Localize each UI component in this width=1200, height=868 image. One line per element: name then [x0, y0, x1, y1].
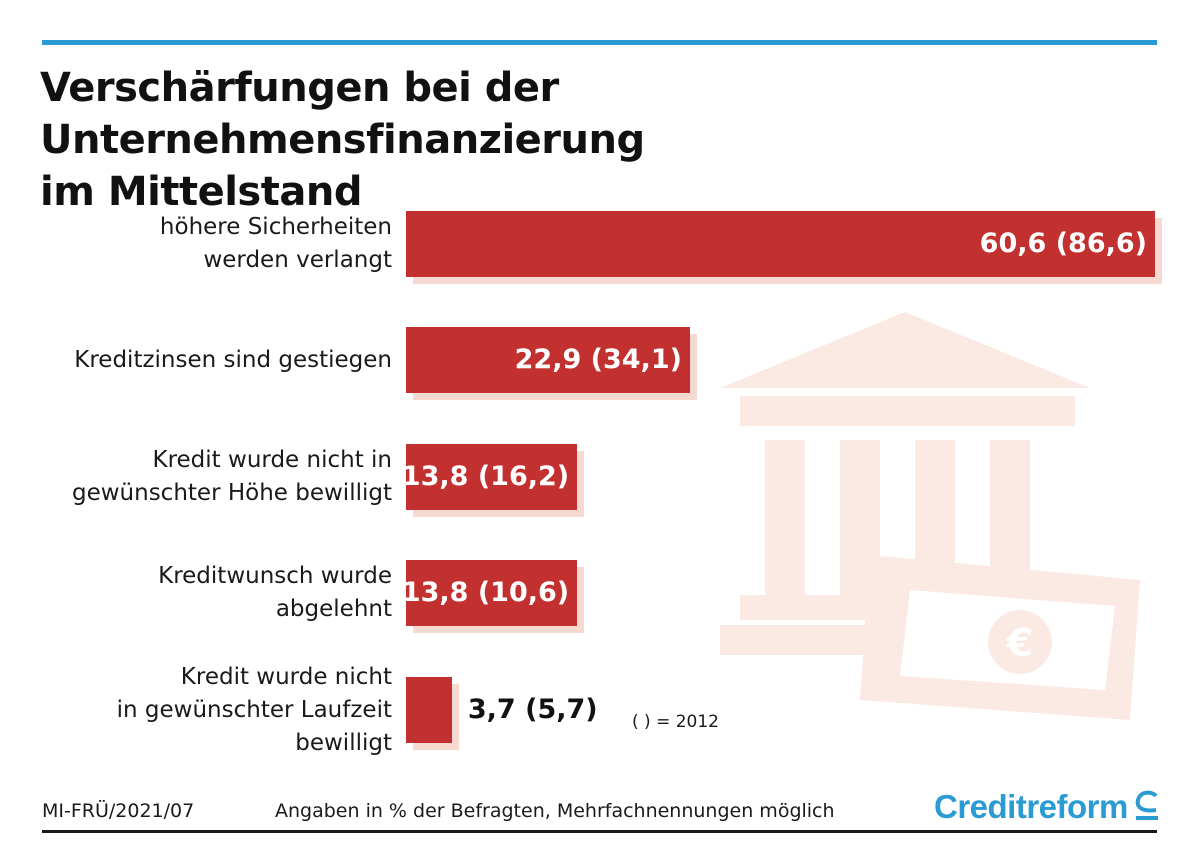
euro-banknote-icon: € [860, 555, 1140, 720]
bar-value-label: 60,6 (86,6) [979, 228, 1147, 259]
category-label: höhere Sicherheiten werden verlangt [12, 211, 392, 277]
bottom-rule [42, 830, 1157, 833]
category-label-line: gewünschter Höhe bewilligt [71, 480, 392, 506]
bar [406, 677, 452, 743]
category-label-line: bewilligt [295, 729, 392, 756]
category-label-line: höhere Sicherheiten [159, 214, 392, 240]
bar [406, 327, 690, 393]
bar-value-label: 13,8 (10,6) [401, 577, 570, 608]
category-label: Kredit wurde nicht in gewünschter Höhe be… [12, 444, 392, 510]
category-label-line: Kredit wurde nicht in [152, 447, 393, 473]
category-label-line: abgelehnt [275, 596, 392, 622]
chart-title-line-2: im Mittelstand [40, 169, 362, 215]
bar-value-label: 22,9 (34,1) [514, 344, 682, 375]
bar [406, 211, 1155, 277]
chart-title: Verschärfungen bei der Unternehmensfinan… [40, 62, 1160, 218]
category-label: Kredit wurde nicht in gewünschter Laufzei… [12, 661, 392, 760]
category-label-line: werden verlangt [203, 247, 392, 273]
svg-text:€: € [1006, 621, 1033, 665]
category-label-line: Kreditzinsen sind gestiegen [74, 346, 392, 373]
category-label-line: Kreditwunsch wurde [158, 563, 392, 589]
bar-value-label: 13,8 (16,2) [401, 461, 570, 492]
bar-value-label: 3,7 (5,7) [467, 694, 598, 725]
legend-year-note: ( ) = 2012 [632, 712, 719, 732]
bar [406, 560, 578, 626]
bank-building-icon: € [720, 312, 1140, 720]
category-label-line: in gewünschter Laufzeit [116, 696, 392, 723]
creditreform-logo-icon [1135, 790, 1158, 820]
top-accent-rule [42, 40, 1157, 45]
category-label-line: Kredit wurde nicht [180, 663, 392, 690]
chart-title-line-1: Verschärfungen bei der Unternehmensfinan… [40, 65, 645, 163]
source-code: MI-FRÜ/2021/07 [42, 800, 195, 822]
footnote: Angaben in % der Befragten, Mehrfachnenn… [275, 800, 835, 822]
bar [406, 444, 578, 510]
category-label: Kreditzinsen sind gestiegen [12, 344, 392, 377]
category-label: Kreditwunsch wurde abgelehnt [12, 560, 392, 626]
brand-logo: Creditreform [934, 788, 1128, 825]
